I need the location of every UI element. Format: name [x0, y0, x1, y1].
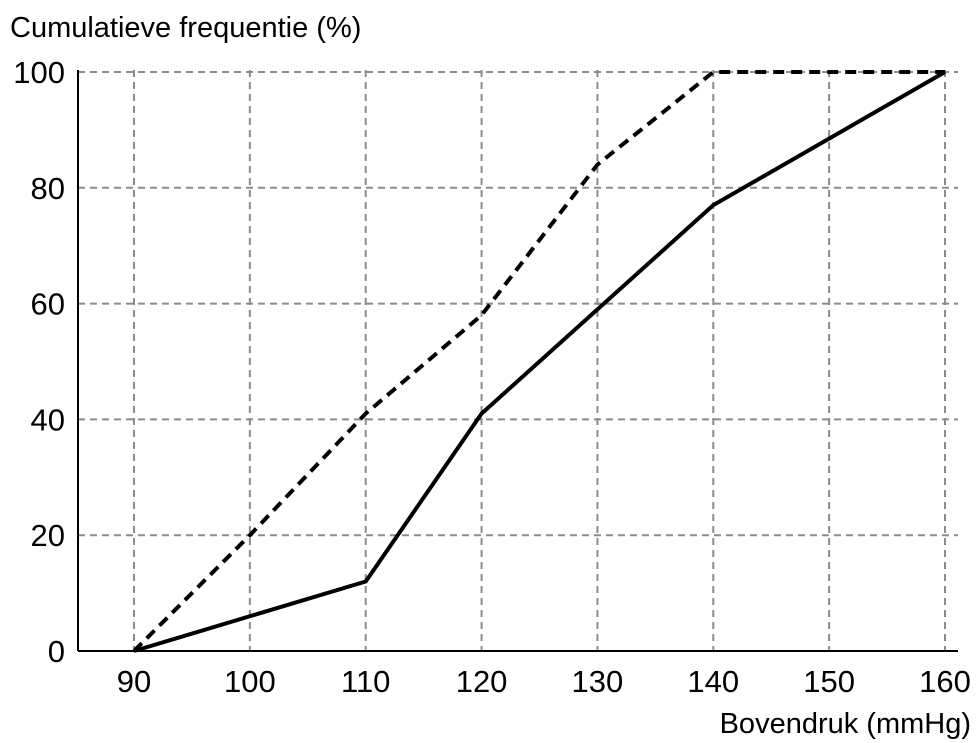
x-tick-label: 100 — [224, 664, 276, 699]
x-tick-label: 150 — [803, 664, 855, 699]
x-tick-label: 130 — [572, 664, 624, 699]
grid — [78, 70, 958, 651]
x-tick-labels: 90 100 110 120 130 140 150 160 — [117, 664, 971, 699]
y-tick-label: 40 — [31, 402, 65, 437]
x-tick-label: 90 — [117, 664, 151, 699]
series-group — [132, 70, 946, 653]
series-line-dashed — [132, 70, 945, 653]
y-tick-label: 60 — [31, 287, 65, 322]
y-tick-label: 100 — [13, 55, 65, 90]
x-tick-label: 120 — [456, 664, 508, 699]
x-axis-title: Bovendruk (mmHg) — [720, 708, 971, 740]
y-axis-title: Cumulatieve frequentie (%) — [10, 12, 361, 44]
x-tick-label: 160 — [919, 664, 971, 699]
x-tick-label: 140 — [687, 664, 739, 699]
y-tick-labels: 0 20 40 60 80 100 — [13, 55, 65, 669]
y-tick-label: 80 — [31, 171, 65, 206]
y-tick-label: 0 — [48, 634, 65, 669]
series-line-solid — [133, 70, 946, 653]
x-tick-label: 110 — [341, 664, 390, 699]
axes — [77, 70, 958, 652]
y-tick-label: 20 — [31, 518, 65, 553]
